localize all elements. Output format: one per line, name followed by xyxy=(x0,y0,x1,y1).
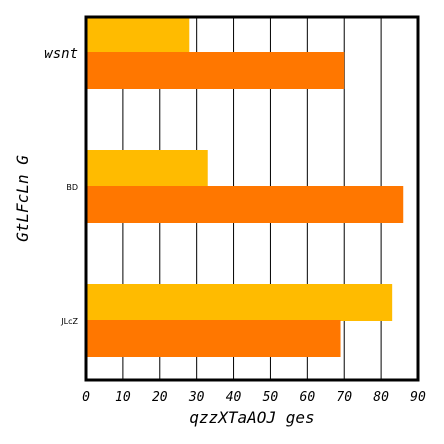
x-tick-label-10: 10 xyxy=(115,390,131,405)
bar-wsnt-series-1 xyxy=(86,16,190,53)
x-tick-label-80: 80 xyxy=(373,390,389,405)
x-tick-labels: 0 10 20 30 40 50 60 70 80 90 xyxy=(82,390,426,405)
x-tick-label-60: 60 xyxy=(300,390,316,405)
x-tick-label-50: 50 xyxy=(263,390,279,405)
x-axis-title: qzzXTaAOJ ges xyxy=(189,408,314,427)
x-tick-label-70: 70 xyxy=(336,390,352,405)
x-tick-label-30: 30 xyxy=(188,390,205,405)
category-labels: wsnt BD JLcZ xyxy=(44,46,78,326)
bar-BD-series-1 xyxy=(86,150,208,187)
category-label-BD: BD xyxy=(66,183,78,192)
x-tick-label-40: 40 xyxy=(226,390,242,405)
x-tick-label-0: 0 xyxy=(82,390,90,405)
bars xyxy=(86,16,404,357)
plot-frame xyxy=(84,15,420,382)
category-label-JLcZ: JLcZ xyxy=(60,317,78,326)
bar-wsnt-series-2 xyxy=(86,52,345,89)
category-label-wsnt: wsnt xyxy=(44,46,78,62)
x-tick-label-90: 90 xyxy=(410,390,426,405)
bar-JLcZ-series-2 xyxy=(86,320,341,357)
y-axis-title: GtLFcLn G xyxy=(13,155,32,242)
x-tick-label-20: 20 xyxy=(152,390,168,405)
bar-JLcZ-series-1 xyxy=(86,284,393,321)
bar-BD-series-2 xyxy=(86,186,404,223)
